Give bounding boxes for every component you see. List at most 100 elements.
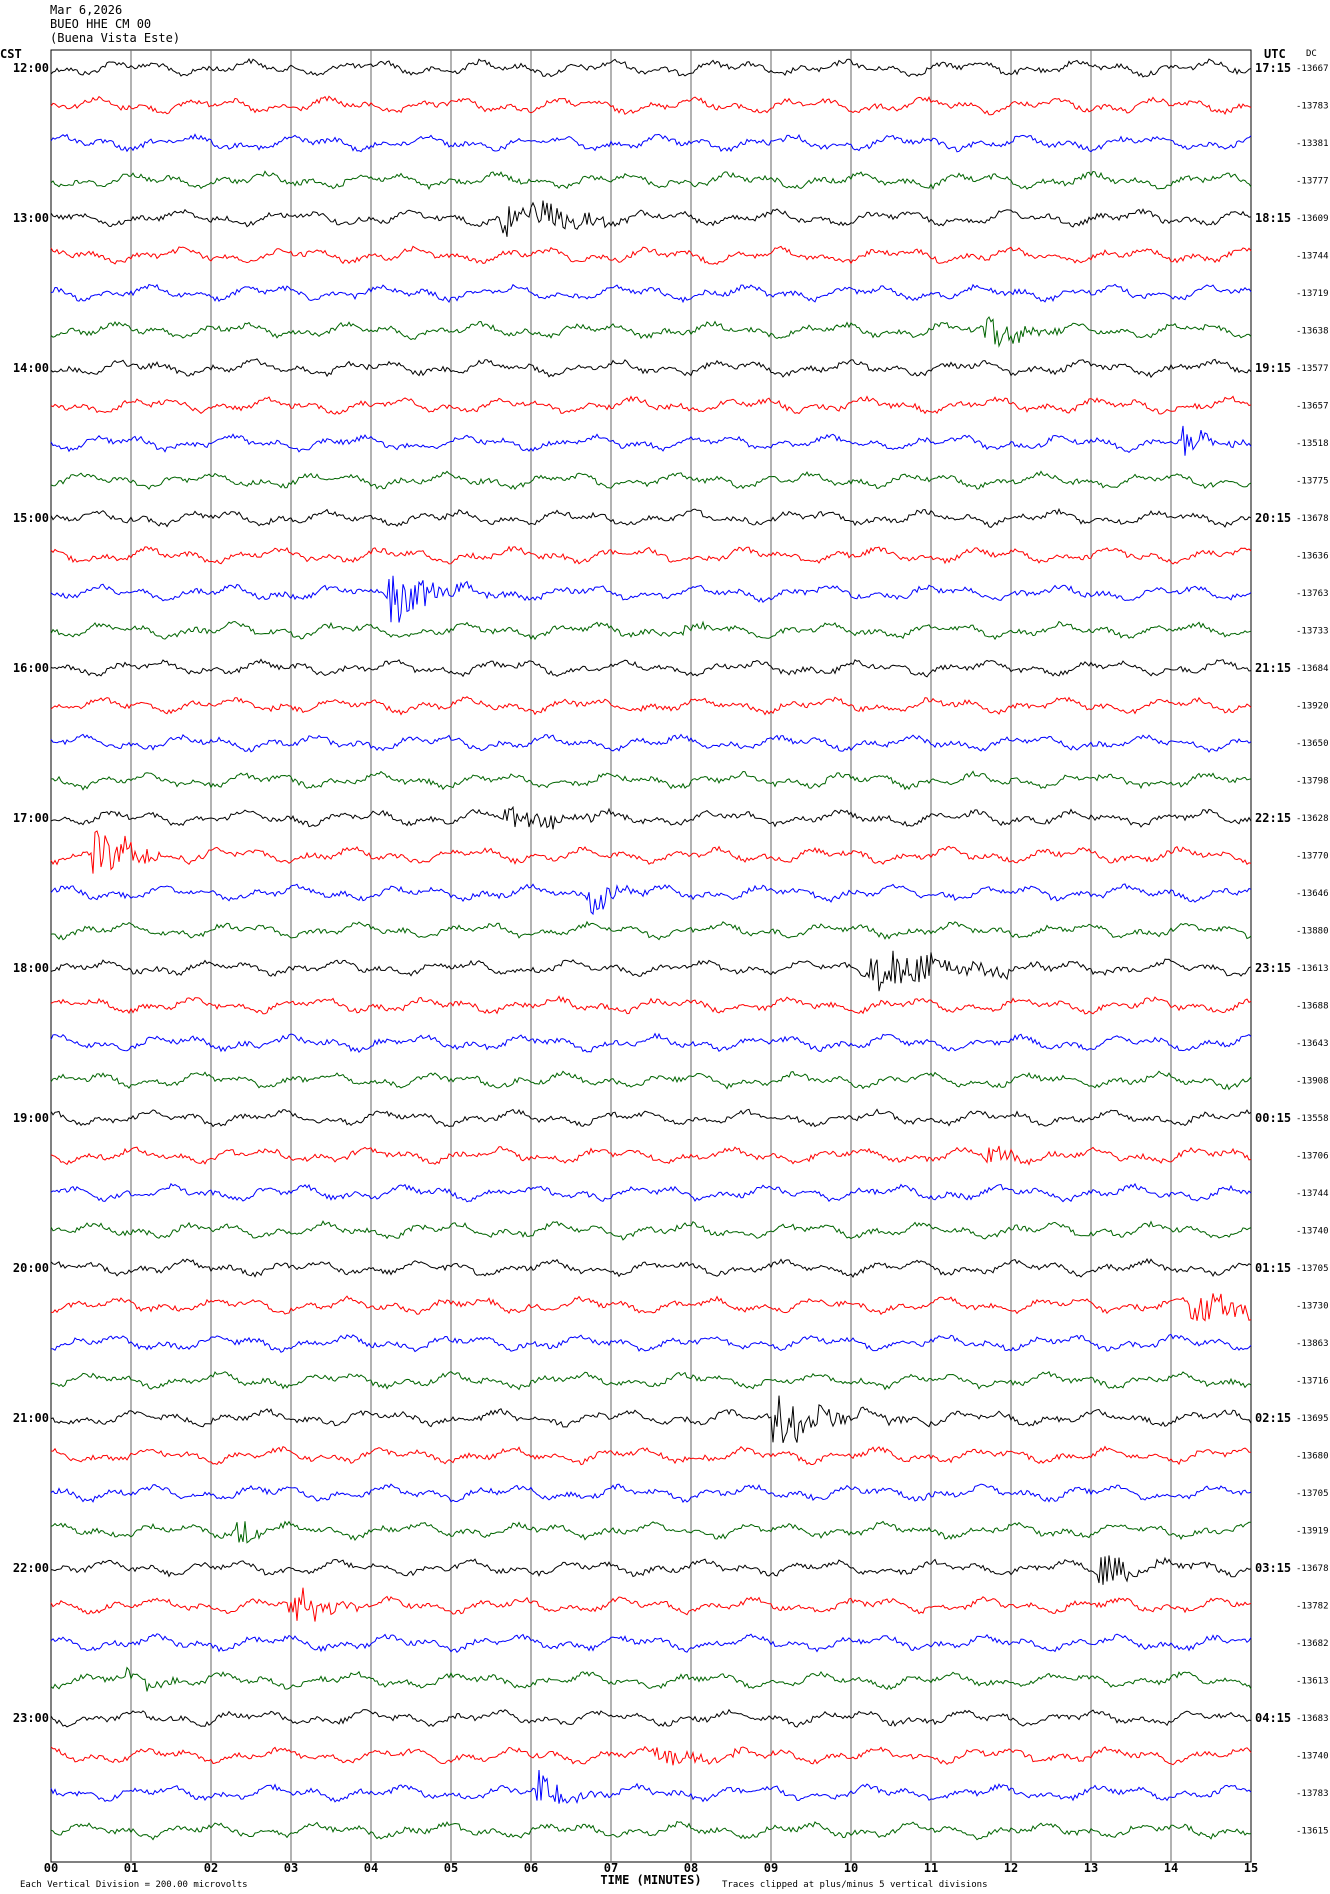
trace (50, 1520, 1251, 1544)
cst-label: 23:00 (13, 1711, 49, 1725)
trace (50, 920, 1252, 941)
trace (51, 1293, 1252, 1322)
dc-value: -13643 (1296, 1039, 1329, 1049)
dc-value: -13684 (1296, 664, 1329, 674)
trace (50, 950, 1252, 992)
utc-label: 01:15 (1255, 1261, 1291, 1275)
trace (50, 770, 1252, 791)
dc-value: -13657 (1296, 402, 1329, 412)
dc-value: -13613 (1296, 964, 1329, 974)
dc-value: -13733 (1296, 627, 1329, 637)
trace (50, 1745, 1252, 1766)
dc-value: -13775 (1296, 477, 1329, 487)
trace (50, 1333, 1252, 1353)
utc-label: 18:15 (1255, 211, 1291, 225)
left-axis-title: CST (0, 47, 22, 61)
trace (50, 805, 1252, 830)
dc-value: -13783 (1296, 102, 1329, 112)
utc-label: 00:15 (1255, 1111, 1291, 1125)
trace (50, 507, 1252, 528)
x-tick-label: 12 (1004, 1861, 1018, 1875)
x-tick-label: 03 (284, 1861, 298, 1875)
trace (50, 620, 1252, 641)
x-tick-label: 01 (124, 1861, 138, 1875)
dc-value: -13695 (1296, 1414, 1329, 1424)
trace (50, 545, 1252, 565)
trace (50, 95, 1252, 116)
x-tick-label: 15 (1244, 1861, 1258, 1875)
dc-value: -13719 (1296, 289, 1329, 299)
trace (50, 830, 1252, 874)
cst-label: 14:00 (13, 361, 49, 375)
cst-label: 19:00 (13, 1111, 49, 1125)
location: (Buena Vista Este) (50, 31, 180, 45)
cst-label: 16:00 (13, 661, 49, 675)
dc-value: -13667 (1296, 64, 1329, 74)
dc-value: -13798 (1296, 777, 1329, 787)
trace (50, 1108, 1252, 1128)
dc-value: -13381 (1296, 139, 1329, 149)
trace (50, 1182, 1252, 1203)
trace (50, 316, 1252, 348)
dc-value: -13920 (1296, 702, 1329, 712)
dc-value: -13577 (1296, 364, 1329, 374)
cst-label: 12:00 (13, 61, 49, 75)
x-tick-label: 10 (844, 1861, 858, 1875)
dc-value: -13919 (1296, 1527, 1329, 1537)
trace (50, 696, 1252, 716)
cst-label: 18:00 (13, 961, 49, 975)
trace (50, 395, 1252, 415)
cst-label: 15:00 (13, 511, 49, 525)
cst-label: 21:00 (13, 1411, 49, 1425)
x-tick-label: 00 (44, 1861, 58, 1875)
trace (50, 245, 1252, 265)
dc-value: -13730 (1296, 1302, 1329, 1312)
utc-label: 19:15 (1255, 361, 1291, 375)
trace (50, 1666, 1252, 1692)
utc-label: 02:15 (1255, 1411, 1291, 1425)
dc-value: -13682 (1296, 1639, 1329, 1649)
dc-value: -13680 (1296, 1452, 1329, 1462)
x-tick-label: 08 (684, 1861, 698, 1875)
dc-value: -13518 (1296, 439, 1329, 449)
plot-frame (50, 49, 1252, 1863)
trace (50, 1145, 1252, 1166)
dc-value: -13706 (1296, 1152, 1329, 1162)
dc-value: -13609 (1296, 214, 1329, 224)
dc-value: -13740 (1296, 1227, 1329, 1237)
dc-value: -13646 (1296, 889, 1329, 899)
dc-value: -13705 (1296, 1489, 1329, 1499)
trace (50, 358, 1252, 379)
dc-value: -13863 (1296, 1339, 1329, 1349)
trace (50, 425, 1252, 456)
utc-label: 23:15 (1255, 961, 1291, 975)
dc-value: -13683 (1296, 1714, 1329, 1724)
x-tick-label: 06 (524, 1861, 538, 1875)
trace (50, 1070, 1252, 1091)
x-tick-label: 13 (1084, 1861, 1098, 1875)
trace (51, 1445, 1252, 1466)
dc-value: -13688 (1296, 1002, 1329, 1012)
dc-title: DC (1306, 49, 1317, 59)
dc-value: -13678 (1296, 514, 1329, 524)
dc-value: -13744 (1296, 1189, 1329, 1199)
dc-value: -13740 (1296, 1752, 1329, 1762)
utc-label: 04:15 (1255, 1711, 1291, 1725)
date: Mar 6,2026 (50, 3, 122, 17)
dc-value: -13782 (1296, 1602, 1329, 1612)
clip-note: Traces clipped at plus/minus 5 vertical … (722, 1880, 988, 1890)
x-tick-label: 07 (604, 1861, 618, 1875)
dc-value: -13628 (1296, 814, 1329, 824)
dc-value: -13783 (1296, 1789, 1329, 1799)
dc-value: -13636 (1296, 552, 1329, 562)
station: BUEO HHE CM 00 (50, 17, 151, 31)
x-tick-label: 02 (204, 1861, 218, 1875)
dc-value: -13650 (1296, 739, 1329, 749)
trace (50, 883, 1252, 916)
utc-label: 20:15 (1255, 511, 1291, 525)
trace (50, 470, 1252, 491)
trace (50, 1483, 1252, 1504)
dc-value: -13770 (1296, 852, 1329, 862)
cst-label: 22:00 (13, 1561, 49, 1575)
